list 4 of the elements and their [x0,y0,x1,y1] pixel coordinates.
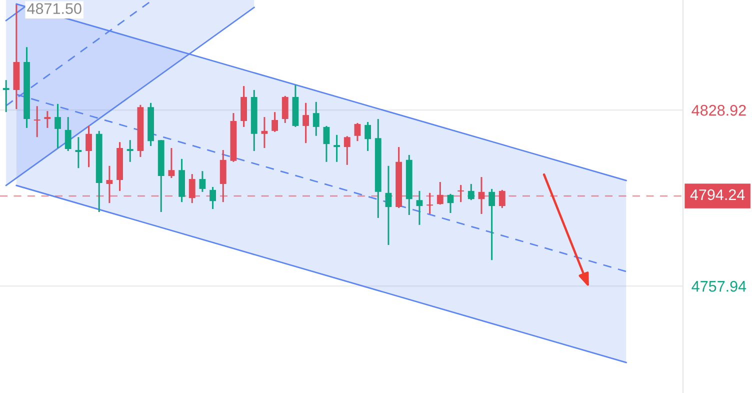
y-tick-label: 4757.94 [692,280,746,292]
annotation: 4871.50 [27,3,82,14]
y-tick-label: 4828.92 [692,104,746,116]
ref-line-label: 4794.24 [690,189,745,200]
